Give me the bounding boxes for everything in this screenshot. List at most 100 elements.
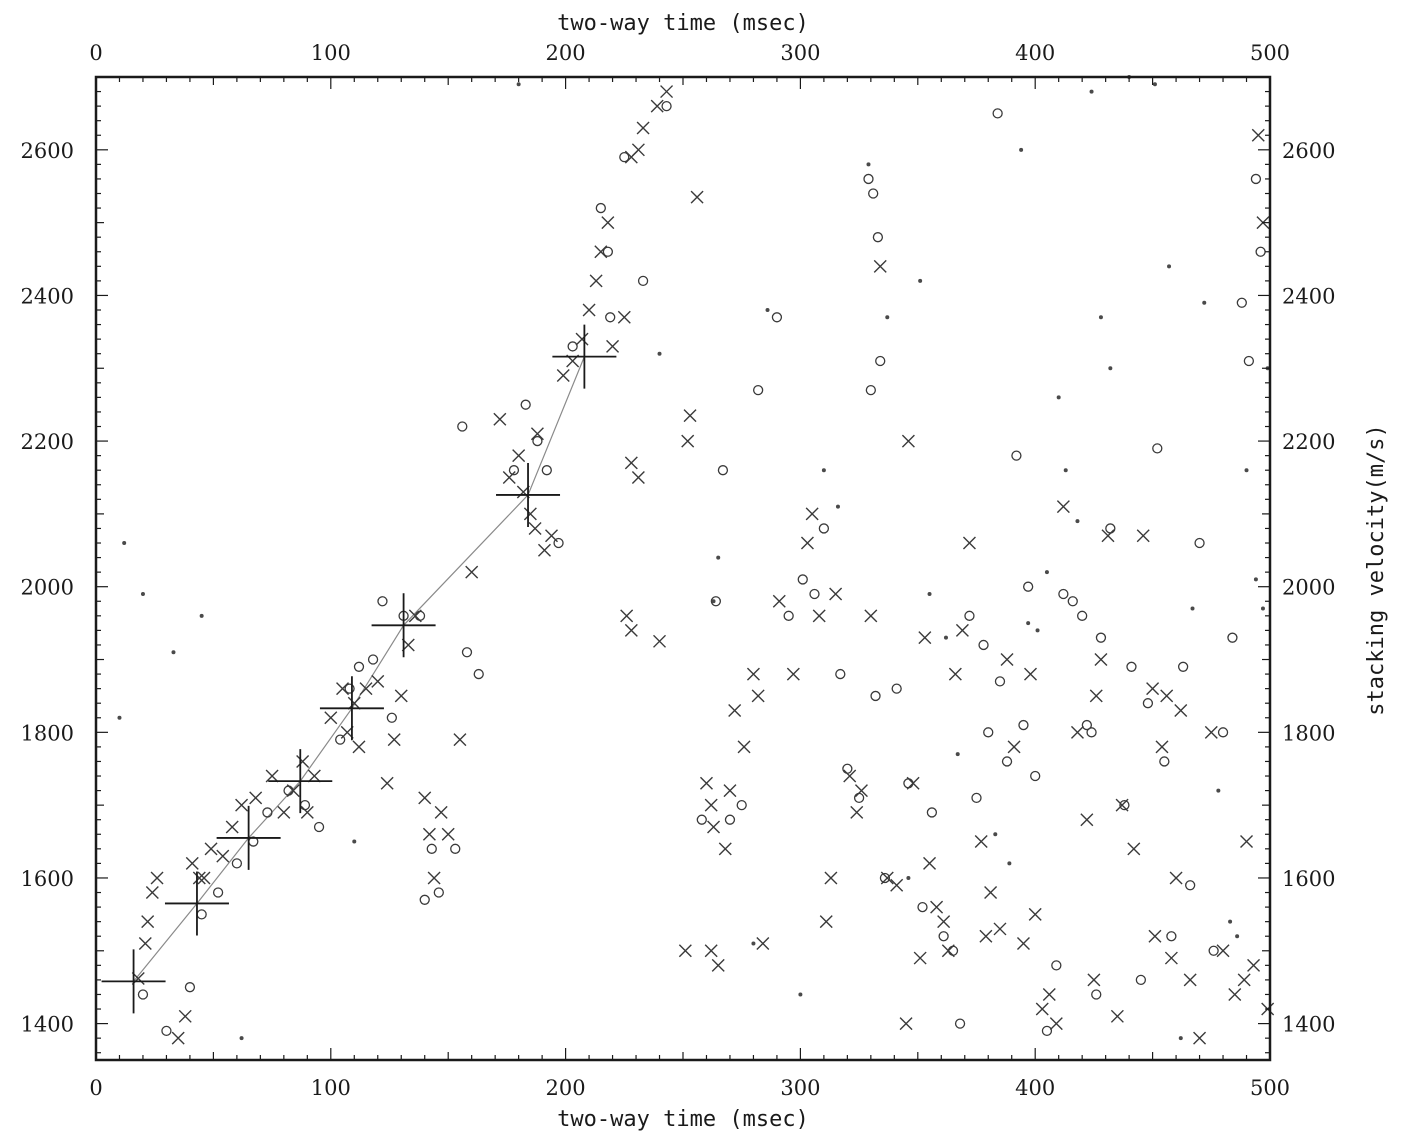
cross-point bbox=[707, 820, 721, 834]
cross-point bbox=[1042, 987, 1056, 1001]
circle-point bbox=[964, 610, 975, 621]
circle-point bbox=[752, 384, 764, 396]
cross-point bbox=[1049, 1017, 1063, 1031]
dot-point bbox=[1108, 366, 1113, 371]
circle-point bbox=[262, 807, 273, 818]
circle-point bbox=[184, 982, 196, 993]
cross-point bbox=[537, 543, 551, 557]
dot-point bbox=[199, 613, 204, 618]
dot-point bbox=[1178, 1036, 1183, 1041]
circle-point bbox=[1067, 596, 1078, 607]
dot-point bbox=[1044, 570, 1049, 575]
circle-point bbox=[992, 108, 1003, 119]
cross-point bbox=[800, 536, 814, 550]
dot-point bbox=[1216, 788, 1221, 793]
cross-point bbox=[441, 827, 455, 841]
circle-point bbox=[1250, 173, 1262, 185]
circle-point bbox=[1119, 799, 1130, 811]
velocity-function-line bbox=[133, 356, 585, 982]
dot-point bbox=[866, 162, 871, 167]
velocity-curve-layer bbox=[133, 356, 585, 982]
circle-point bbox=[926, 807, 938, 818]
dot-point bbox=[1228, 919, 1233, 924]
cross-point bbox=[704, 798, 718, 812]
dot-point bbox=[1026, 621, 1031, 626]
circle-point bbox=[553, 537, 564, 549]
cross-point bbox=[737, 740, 751, 754]
circle-point bbox=[842, 763, 853, 774]
cross-point bbox=[235, 798, 249, 812]
dot-point bbox=[918, 278, 923, 283]
cross-point bbox=[873, 259, 887, 273]
dot-point bbox=[1167, 264, 1172, 269]
cross-point bbox=[704, 944, 718, 958]
cross-point bbox=[493, 412, 507, 426]
circle-point bbox=[335, 734, 346, 745]
circle-point bbox=[1135, 974, 1147, 986]
x-axis-title-top: two-way time (msec) bbox=[557, 11, 809, 36]
cross-point bbox=[530, 427, 544, 441]
dot-point bbox=[1244, 468, 1249, 473]
circle-point bbox=[983, 727, 994, 738]
x-tick-label-bottom: 0 bbox=[89, 1076, 102, 1100]
dot-point bbox=[927, 591, 932, 596]
circle-point bbox=[450, 843, 461, 854]
circle-point bbox=[386, 712, 397, 723]
y-tick-label-right: 2200 bbox=[1282, 430, 1335, 454]
x-tick-label-bottom: 100 bbox=[311, 1076, 351, 1100]
cross-point bbox=[434, 805, 448, 819]
dot-point bbox=[140, 591, 145, 596]
cross-point bbox=[805, 507, 819, 521]
dot-point bbox=[1152, 82, 1157, 87]
circle-point bbox=[1091, 989, 1102, 1000]
cross-point bbox=[984, 886, 998, 900]
cross-point bbox=[653, 634, 667, 648]
circle-point bbox=[1208, 945, 1219, 956]
cross-point bbox=[1155, 740, 1169, 754]
velocity-pick bbox=[496, 462, 561, 527]
circle-point bbox=[809, 588, 820, 600]
y-tick-label-left: 1800 bbox=[21, 721, 74, 745]
circle-point bbox=[891, 683, 902, 694]
dot-point bbox=[352, 839, 357, 844]
circle-point bbox=[865, 384, 876, 396]
tick-labels-layer: 0 100 200 300 400 500 0 100 200 300 400 500 1400 1600… bbox=[21, 41, 1336, 1100]
cross-point bbox=[843, 769, 857, 783]
circle-point bbox=[863, 173, 874, 185]
x-tick-label-bottom: 500 bbox=[1250, 1076, 1290, 1100]
plot-frame bbox=[94, 75, 1272, 1062]
circle-point bbox=[1236, 297, 1247, 308]
circle-point bbox=[994, 676, 1006, 687]
cross-point bbox=[899, 1017, 913, 1031]
circle-point bbox=[853, 792, 865, 804]
cross-point bbox=[1007, 740, 1021, 754]
cross-point bbox=[756, 937, 770, 950]
circle-point bbox=[541, 465, 552, 476]
cross-point bbox=[1146, 682, 1160, 696]
x-axis-title-bottom: two-way time (msec) bbox=[557, 1107, 809, 1132]
circle-point bbox=[619, 151, 630, 163]
circle-point bbox=[870, 690, 881, 702]
dot-point bbox=[943, 635, 948, 640]
cross-point bbox=[427, 871, 441, 885]
dot-point bbox=[821, 468, 826, 473]
dot-point bbox=[993, 832, 998, 837]
cross-point bbox=[1160, 689, 1174, 703]
y-tick-label-left: 2400 bbox=[21, 284, 74, 308]
cross-point bbox=[371, 674, 385, 688]
cross-point bbox=[937, 915, 951, 929]
cross-point bbox=[1247, 958, 1261, 972]
x-tick-label-top: 300 bbox=[780, 41, 820, 65]
dot-point bbox=[835, 504, 840, 509]
cross-point bbox=[829, 587, 843, 601]
y-tick-label-left: 2200 bbox=[21, 430, 74, 454]
cross-point bbox=[923, 856, 937, 870]
cross-point bbox=[1228, 987, 1242, 1001]
cross-point bbox=[890, 878, 904, 892]
cross-point bbox=[1164, 951, 1178, 965]
circle-point bbox=[938, 931, 949, 942]
cross-point bbox=[523, 507, 537, 521]
cross-point bbox=[606, 339, 620, 353]
y-axis-title-right: stacking velocity(m/s) bbox=[1364, 424, 1389, 715]
circle-point bbox=[1030, 770, 1041, 782]
